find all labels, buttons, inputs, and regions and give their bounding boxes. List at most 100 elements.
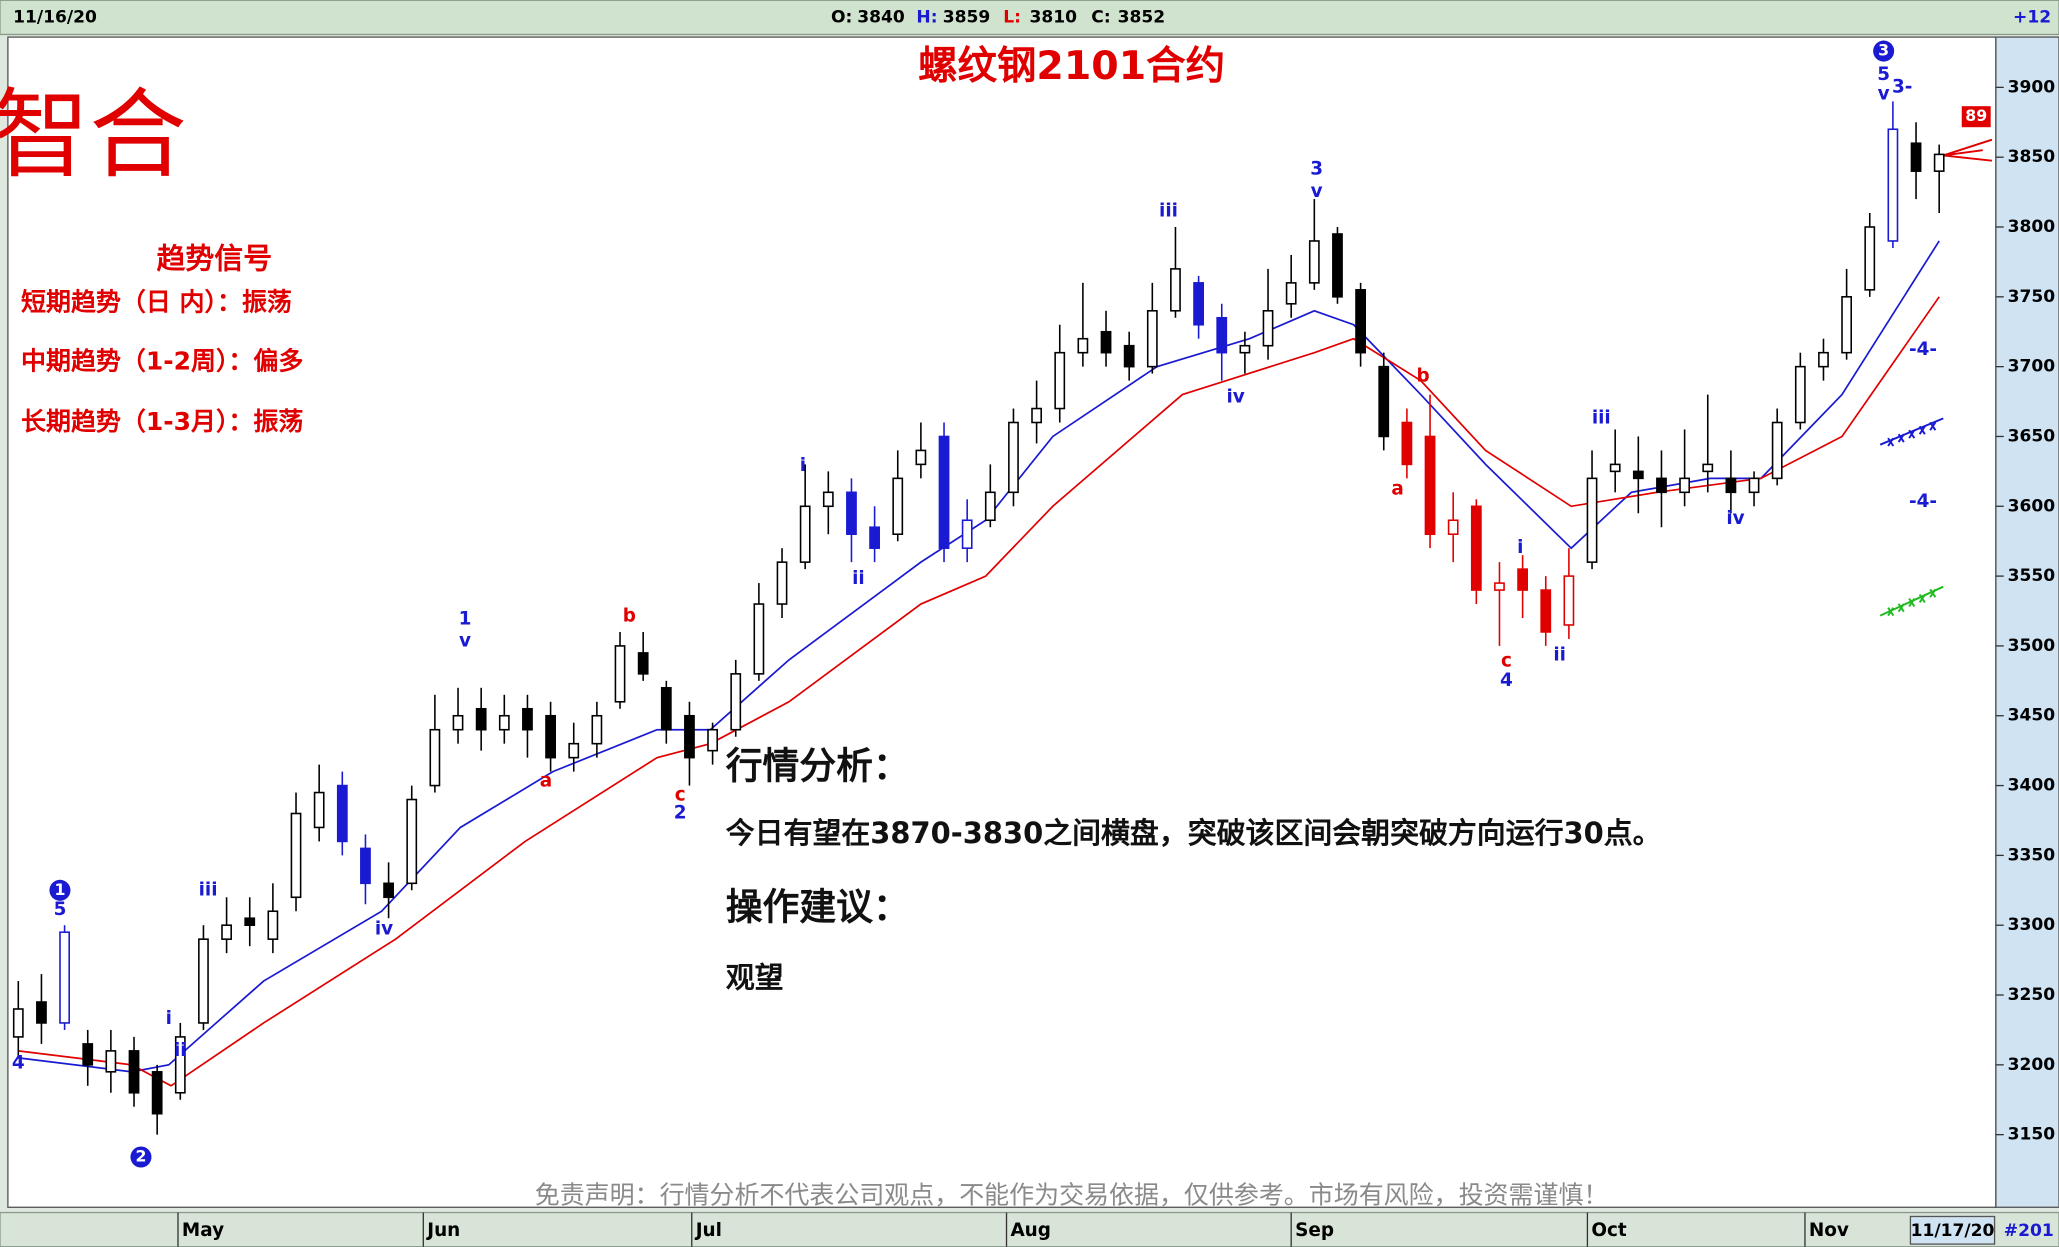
- candle-body: [707, 728, 718, 752]
- candle-body: [684, 714, 695, 759]
- y-tick-label: 3500: [2008, 636, 2056, 656]
- wave-circle: [130, 1146, 152, 1168]
- candle-body: [776, 561, 788, 605]
- candle-body: [174, 1036, 186, 1094]
- candle-body: [290, 812, 302, 899]
- wave-label: 1: [459, 608, 472, 629]
- wave-label: a: [540, 770, 552, 791]
- x-tick-label: May: [182, 1220, 224, 1241]
- wave-label: ii: [852, 568, 865, 589]
- ohlc-label: L:: [1003, 7, 1021, 27]
- candle-body: [1401, 421, 1413, 466]
- candle-body: [198, 938, 209, 1024]
- candle-body: [1424, 435, 1436, 536]
- wave-label: 5: [1877, 64, 1890, 85]
- candle-body: [36, 1001, 47, 1024]
- candle-body: [1378, 365, 1390, 438]
- candle-body: [1818, 351, 1829, 368]
- candle-body: [938, 435, 950, 549]
- candle-body: [1285, 282, 1297, 305]
- candle-body: [1355, 289, 1366, 354]
- candle-body: [383, 882, 394, 899]
- candle-body: [1841, 296, 1853, 354]
- candle-body: [522, 707, 533, 731]
- wave-label: 4: [12, 1052, 25, 1073]
- ohlc-value: 3840: [857, 7, 905, 27]
- wave-label: 3-: [1892, 76, 1912, 97]
- wave-label: 89: [1965, 106, 1987, 125]
- analysis-title: 行情分析：: [726, 745, 910, 788]
- candle-body: [1910, 142, 1922, 172]
- ohlc-label: H:: [916, 7, 937, 27]
- candle-body: [568, 742, 580, 759]
- wave-label: a: [1391, 479, 1403, 500]
- x-tick-label: Jun: [425, 1220, 460, 1241]
- x-tick-label: Aug: [1010, 1220, 1050, 1241]
- signal-item: 短期趋势（日 内）：振荡: [21, 288, 292, 317]
- wave-label: 4: [1500, 670, 1513, 691]
- price-box: [1961, 106, 1991, 128]
- wave-label: i: [1517, 537, 1523, 558]
- candle-body: [614, 645, 626, 703]
- candle-body: [1447, 519, 1459, 536]
- footer-date: 11/17/20: [1911, 1221, 1995, 1241]
- ohlc-value: 3810: [1030, 7, 1078, 27]
- candle-body: [799, 505, 811, 563]
- y-tick-label: 3750: [2008, 287, 2056, 307]
- wave-label: 3: [1310, 159, 1323, 180]
- signal-item: 中期趋势（1-2周）：偏多: [21, 347, 303, 376]
- candle-body: [915, 449, 927, 466]
- wave-label: iv: [1726, 508, 1744, 529]
- candle-body: [1656, 477, 1667, 494]
- footer-count: #201: [2004, 1221, 2054, 1241]
- y-tick-label: 3900: [2008, 77, 2056, 97]
- wave-label: 3: [1878, 41, 1889, 60]
- wave-label: b: [623, 606, 636, 627]
- candle-body: [591, 714, 603, 745]
- candle-body: [892, 477, 904, 536]
- candle-body: [429, 728, 441, 787]
- x-tick-label: Jul: [694, 1220, 722, 1241]
- wave-label: b: [1417, 365, 1430, 386]
- candle-body: [475, 707, 487, 731]
- candle-body: [1771, 421, 1783, 480]
- candle-body: [660, 687, 672, 731]
- wave-label: i: [800, 455, 806, 476]
- y-tick-label: 3700: [2008, 357, 2056, 377]
- signals-title: 趋势信号: [156, 242, 272, 276]
- wave-label: iv: [1226, 386, 1244, 407]
- y-tick-label: 3350: [2008, 845, 2056, 865]
- candle-body: [221, 924, 232, 940]
- ohlc-label: C:: [1091, 7, 1110, 27]
- candle-body: [82, 1043, 94, 1066]
- candle-body: [753, 603, 765, 675]
- candle-body: [105, 1050, 117, 1073]
- chart-title: 螺纹钢2101合约: [918, 43, 1225, 89]
- candle-body: [1123, 344, 1135, 368]
- wave-label: 2: [674, 802, 687, 823]
- candle-body: [1517, 568, 1529, 591]
- y-tick-label: 3250: [2008, 985, 2056, 1005]
- wave-label: v: [459, 631, 471, 652]
- candle-body: [267, 910, 279, 940]
- candle-body: [360, 847, 371, 885]
- candle-body: [1146, 309, 1158, 368]
- projection-marks: [1879, 138, 1993, 617]
- candle-body: [1193, 282, 1204, 326]
- y-tick-label: 3300: [2008, 915, 2056, 935]
- candle-body: [730, 673, 742, 731]
- candle-body: [846, 491, 857, 536]
- candle-body: [1540, 589, 1552, 633]
- advice-title: 操作建议：: [726, 885, 910, 928]
- wave-label: 5: [54, 899, 67, 920]
- candle-body: [1470, 505, 1482, 591]
- candle-body: [12, 1008, 24, 1038]
- header-date: 11/16/20: [13, 7, 97, 27]
- advice-text: 观望: [726, 961, 784, 995]
- wave-circle: [1873, 40, 1895, 62]
- candle-body: [151, 1071, 163, 1115]
- analysis-text: 今日有望在3870-3830之间横盘，突破该区间会朝突破方向运行30点。: [726, 816, 1662, 850]
- candle-body: [1216, 316, 1228, 354]
- y-tick-label: 3650: [2008, 426, 2056, 446]
